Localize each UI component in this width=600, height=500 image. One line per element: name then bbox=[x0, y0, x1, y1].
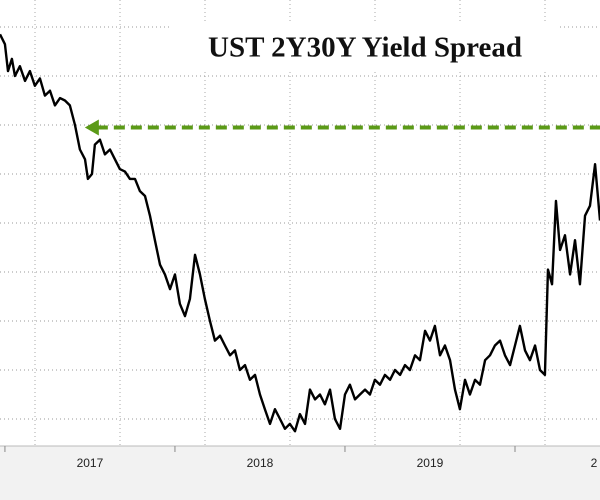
x-tick-label: 2 bbox=[591, 456, 598, 470]
data-line bbox=[0, 33, 600, 433]
x-tick-label: 2017 bbox=[77, 456, 104, 470]
title-background bbox=[170, 22, 560, 72]
x-tick-label: 2018 bbox=[247, 456, 274, 470]
chart-title: UST 2Y30Y Yield Spread bbox=[208, 32, 522, 64]
x-axis-band bbox=[0, 446, 600, 500]
x-tick-label: 2019 bbox=[417, 456, 444, 470]
grid bbox=[0, 26, 600, 420]
plot bbox=[0, 33, 600, 433]
arrow-head bbox=[84, 119, 99, 136]
